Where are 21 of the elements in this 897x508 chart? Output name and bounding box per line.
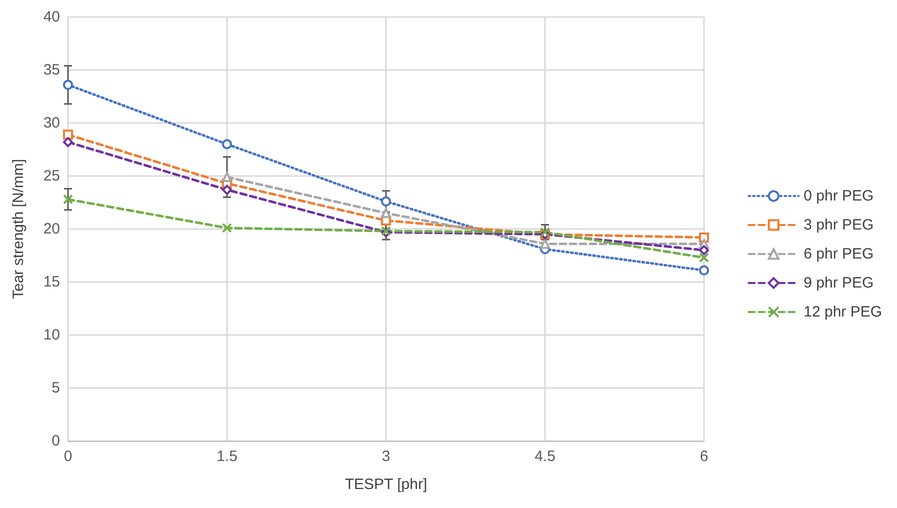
legend-label: 0 phr PEG [804, 188, 874, 204]
legend-label: 6 phr PEG [804, 246, 874, 262]
x-tick-label: 1.5 [216, 448, 238, 465]
y-tick-label: 15 [43, 274, 60, 290]
y-tick-label: 30 [43, 114, 60, 132]
y-axis-title: Tear strength [N/mm] [10, 158, 27, 300]
y-tick-label: 20 [43, 220, 60, 238]
x-tick-label: 3 [382, 448, 390, 465]
y-tick-label: 40 [43, 8, 60, 26]
x-axis-title: TESPT [phr] [344, 476, 428, 493]
legend-label: 9 phr PEG [804, 274, 874, 292]
x-tick-label: 6 [700, 448, 708, 465]
y-tick-label: 10 [43, 326, 60, 344]
y-tick-label: 0 [52, 432, 60, 450]
x-tick-label: 0 [64, 448, 72, 465]
y-tick-label: 25 [43, 168, 60, 184]
legend-label: 3 phr PEG [804, 216, 874, 234]
legend-label: 12 phr PEG [804, 304, 882, 320]
y-tick-label: 5 [52, 380, 60, 396]
x-tick-label: 4.5 [534, 448, 556, 465]
y-tick-label: 35 [43, 62, 60, 78]
